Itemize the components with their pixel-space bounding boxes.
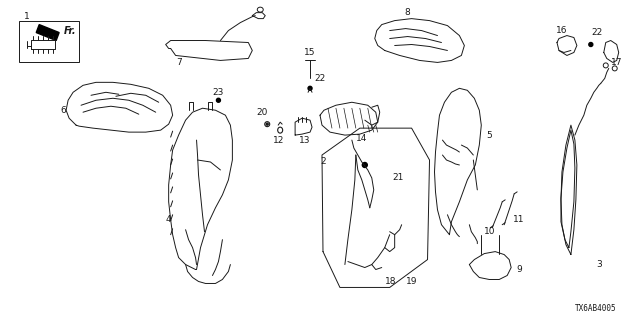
Ellipse shape xyxy=(266,123,268,125)
Text: 4: 4 xyxy=(166,215,172,224)
Text: 2: 2 xyxy=(320,157,326,166)
Text: 8: 8 xyxy=(404,8,410,17)
Polygon shape xyxy=(36,25,59,41)
Text: 23: 23 xyxy=(212,88,224,97)
Text: 16: 16 xyxy=(556,26,568,35)
Text: 22: 22 xyxy=(314,74,326,83)
Text: TX6AB4005: TX6AB4005 xyxy=(575,304,617,313)
Text: 15: 15 xyxy=(304,48,316,57)
Text: 11: 11 xyxy=(513,215,525,224)
Text: 5: 5 xyxy=(486,131,492,140)
Text: 19: 19 xyxy=(406,277,417,286)
Text: 17: 17 xyxy=(611,58,623,67)
Text: 20: 20 xyxy=(257,108,268,117)
Text: 6: 6 xyxy=(60,106,66,115)
Text: 3: 3 xyxy=(596,260,602,269)
Text: 10: 10 xyxy=(483,227,495,236)
Text: 22: 22 xyxy=(591,28,602,37)
Text: 12: 12 xyxy=(273,136,284,145)
Text: 7: 7 xyxy=(176,58,182,67)
Text: Fr.: Fr. xyxy=(64,26,77,36)
Text: 13: 13 xyxy=(300,136,311,145)
Text: 14: 14 xyxy=(356,133,367,143)
Text: 1: 1 xyxy=(24,12,30,21)
Bar xyxy=(19,20,79,62)
Ellipse shape xyxy=(216,98,220,102)
Ellipse shape xyxy=(589,43,593,46)
Text: 9: 9 xyxy=(516,265,522,274)
Text: 18: 18 xyxy=(385,277,396,286)
Ellipse shape xyxy=(308,86,312,90)
Text: 21: 21 xyxy=(392,173,403,182)
Ellipse shape xyxy=(362,163,367,167)
